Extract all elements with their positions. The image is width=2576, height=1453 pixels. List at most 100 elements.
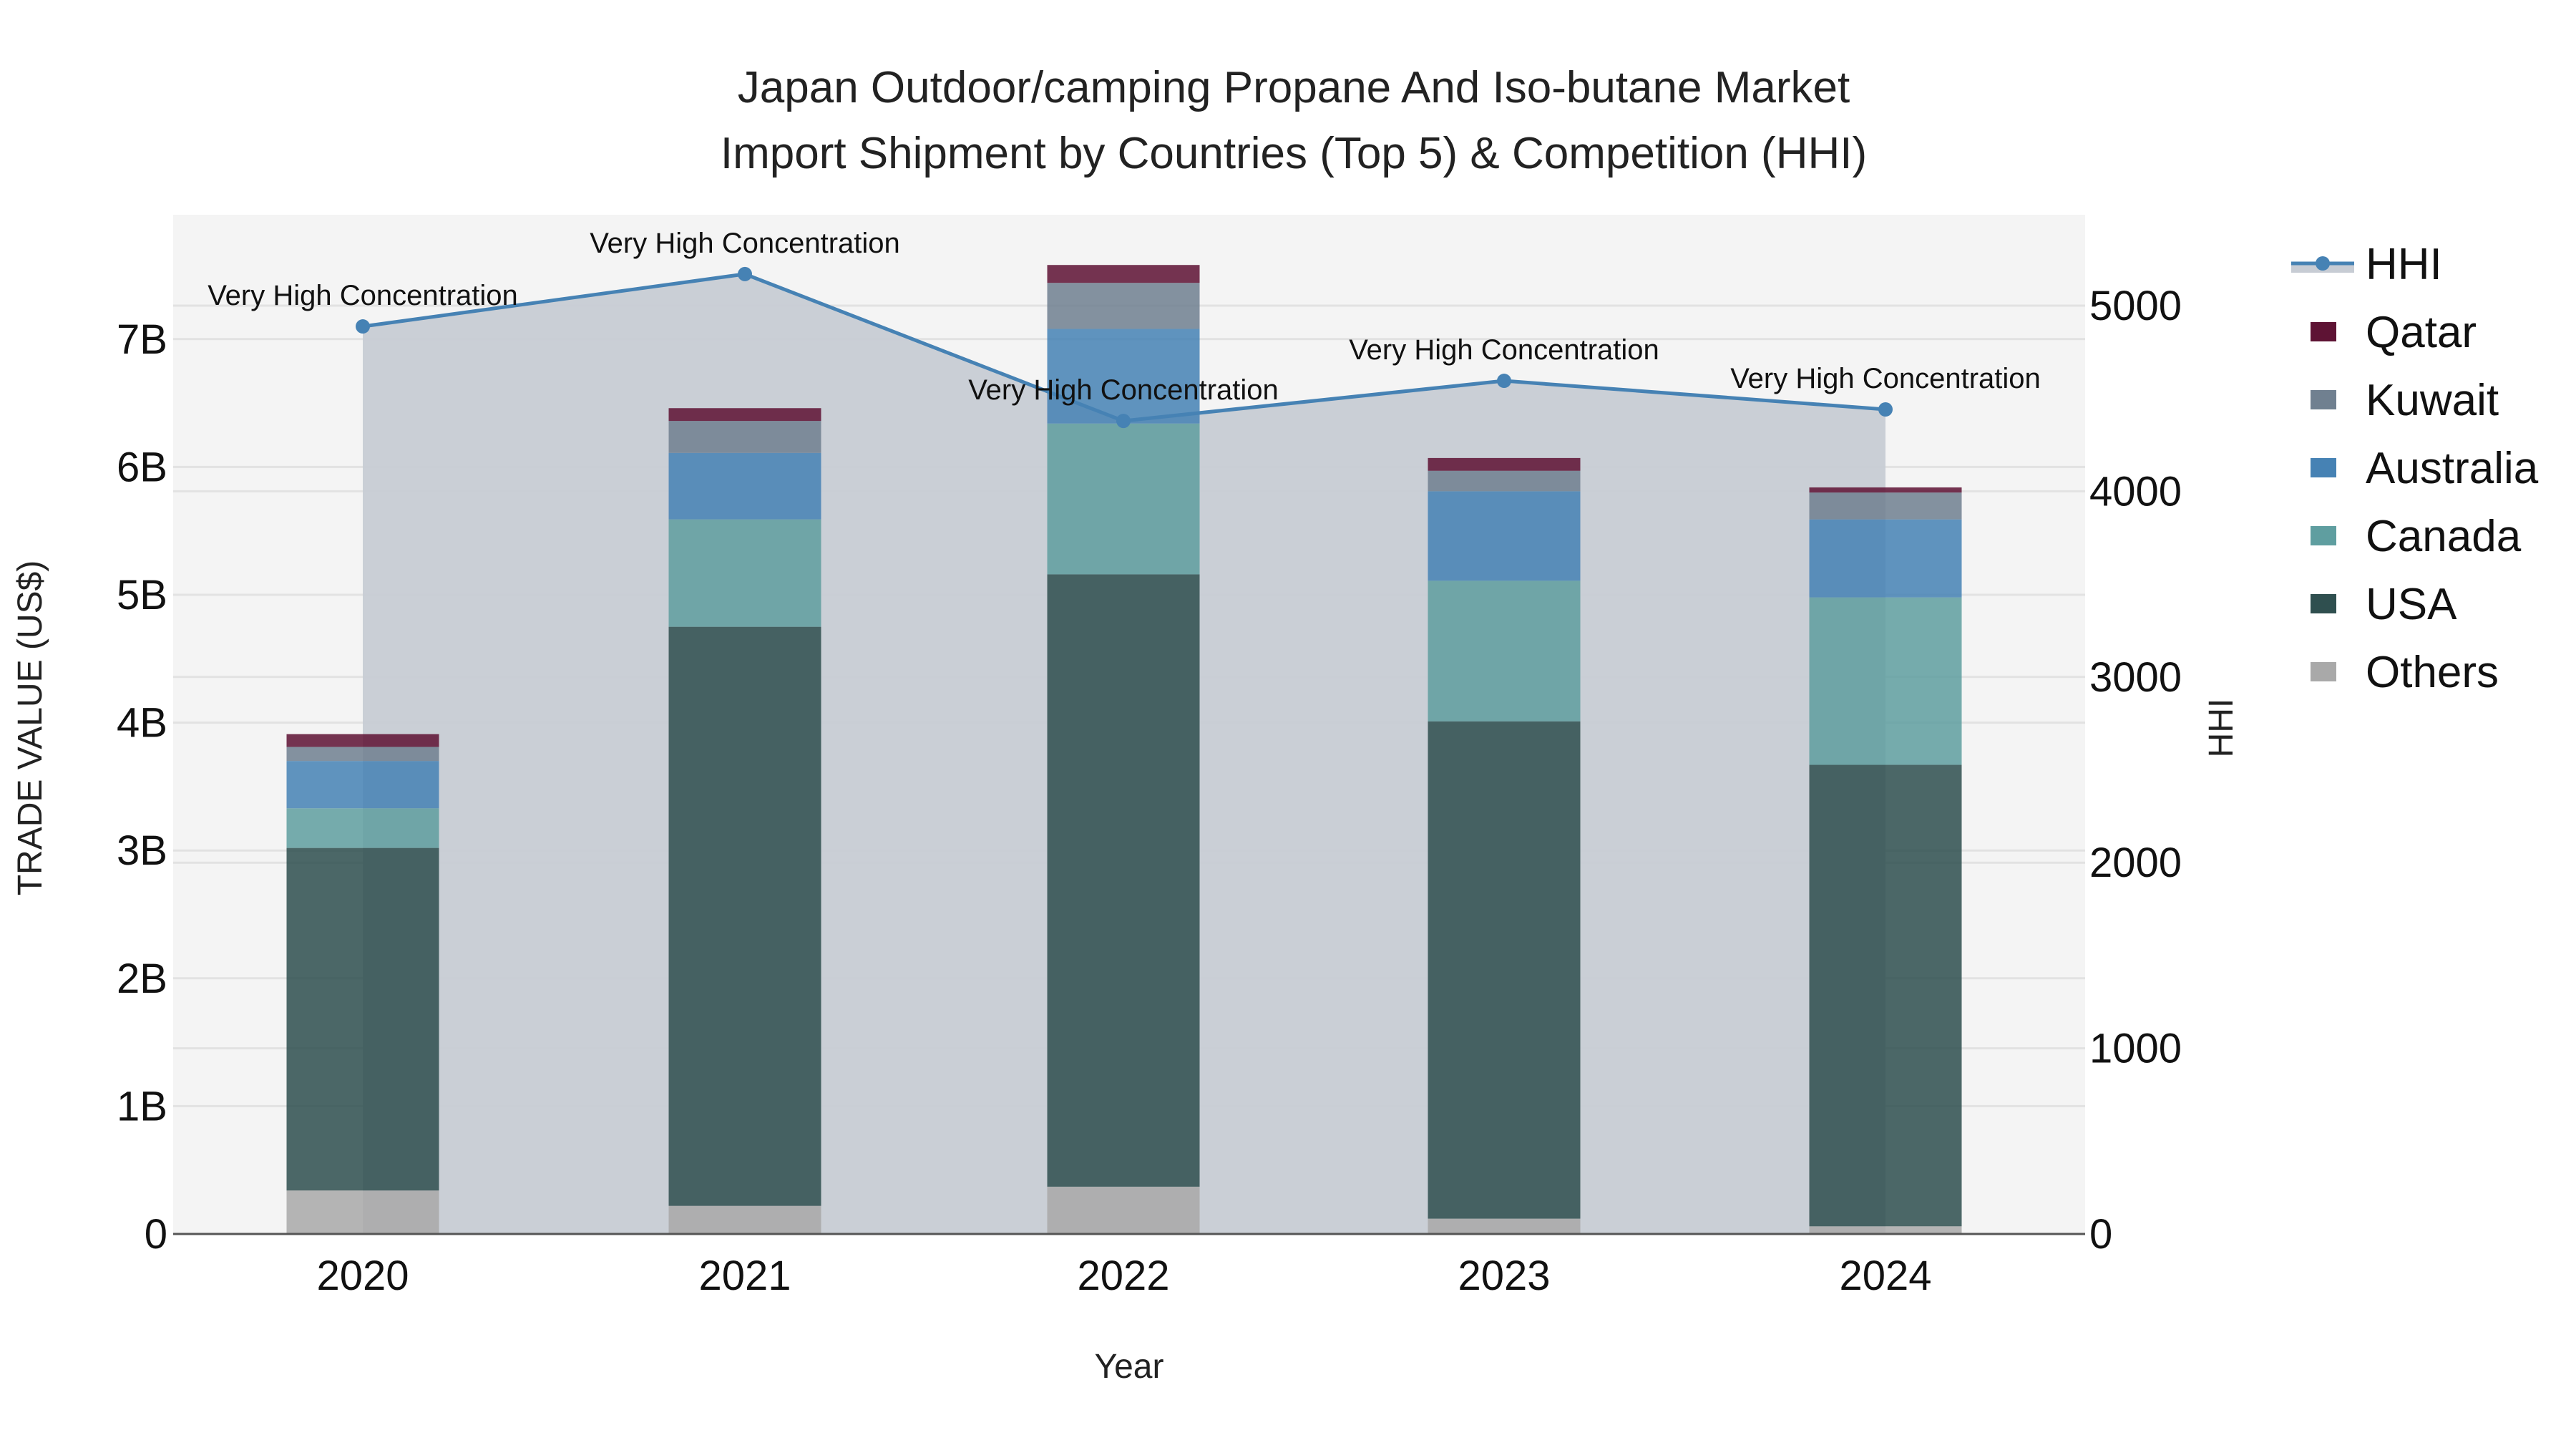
- x-tick-label: 2021: [698, 1253, 791, 1299]
- legend-label: USA: [2366, 580, 2457, 629]
- legend-swatch-icon: [2311, 390, 2336, 409]
- x-tick-label: 2023: [1458, 1253, 1550, 1299]
- bar-segment-qatar[interactable]: [668, 408, 821, 422]
- bar-segment-others[interactable]: [1809, 1226, 1962, 1234]
- bar-segment-australia[interactable]: [1047, 329, 1200, 424]
- y2-axis-label: HHI: [2202, 699, 2240, 758]
- bar-segment-usa[interactable]: [668, 626, 821, 1206]
- bar-segment-australia[interactable]: [1809, 519, 1962, 598]
- legend-item-hhi[interactable]: HHI: [2291, 240, 2442, 289]
- bar-segment-kuwait[interactable]: [286, 747, 439, 762]
- hhi-marker[interactable]: [1497, 374, 1511, 389]
- y2-tick-label: 5000: [2089, 283, 2182, 329]
- bar-segment-kuwait[interactable]: [668, 421, 821, 453]
- bar-segment-qatar[interactable]: [286, 734, 439, 747]
- legend-label: Qatar: [2366, 308, 2477, 357]
- y-axis-ticks: 0 1B 2B 3B 4B 5B 6B 7B: [117, 316, 167, 1258]
- bar-segment-others[interactable]: [1047, 1186, 1200, 1234]
- stacked-bars: [286, 265, 1962, 1234]
- x-axis-ticks: 2020 2021 2022 2023 2024: [316, 1253, 1931, 1299]
- x-tick-label: 2022: [1077, 1253, 1169, 1299]
- bar-segment-qatar[interactable]: [1809, 487, 1962, 493]
- hhi-annotation: Very High Concentration: [1349, 334, 1659, 366]
- y2-axis-ticks: 0 1000 2000 3000 4000 5000: [2089, 283, 2182, 1258]
- y-tick-label: 4B: [117, 700, 167, 747]
- bar-stack-2020: [286, 734, 439, 1234]
- hhi-markers: [356, 266, 1893, 429]
- bar-segment-usa[interactable]: [1428, 721, 1581, 1219]
- hhi-marker[interactable]: [1878, 402, 1893, 417]
- legend: HHI Qatar Kuwait Australia Canada USA Others: [2291, 240, 2539, 697]
- hhi-annotation: Very High Concentration: [208, 280, 518, 311]
- legend-swatch-icon: [2311, 662, 2336, 681]
- bar-stack-2024: [1809, 487, 1962, 1234]
- bar-segment-others[interactable]: [668, 1205, 821, 1234]
- y-tick-label: 5B: [117, 572, 167, 618]
- y-tick-label: 0: [145, 1211, 167, 1258]
- legend-swatch-icon: [2311, 322, 2336, 341]
- x-axis-label: Year: [1095, 1348, 1164, 1386]
- x-tick-label: 2024: [1839, 1253, 1931, 1299]
- chart-title: Japan Outdoor/camping Propane And Iso-bu…: [738, 63, 1850, 112]
- bar-segment-usa[interactable]: [1047, 574, 1200, 1187]
- legend-swatch-icon: [2311, 458, 2336, 477]
- y-tick-label: 2B: [117, 956, 167, 1002]
- y2-tick-label: 2000: [2089, 840, 2182, 886]
- y2-tick-label: 3000: [2089, 654, 2182, 701]
- bar-stack-2021: [668, 408, 821, 1234]
- bar-segment-canada[interactable]: [286, 808, 439, 848]
- y2-tick-label: 4000: [2089, 468, 2182, 515]
- x-tick-label: 2020: [316, 1253, 409, 1299]
- legend-label: Australia: [2366, 444, 2539, 493]
- legend-item-others[interactable]: Others: [2311, 648, 2499, 697]
- y-axis-label: TRADE VALUE (US$): [11, 560, 49, 896]
- bar-segment-qatar[interactable]: [1428, 457, 1581, 471]
- y2-tick-label: 0: [2089, 1211, 2112, 1258]
- bar-segment-australia[interactable]: [668, 452, 821, 520]
- y-tick-label: 6B: [117, 444, 167, 490]
- bar-segment-australia[interactable]: [1428, 491, 1581, 581]
- bar-segment-australia[interactable]: [286, 761, 439, 809]
- hhi-marker[interactable]: [356, 319, 370, 334]
- y-tick-label: 1B: [117, 1083, 167, 1129]
- y2-tick-label: 1000: [2089, 1026, 2182, 1072]
- hhi-annotation: Very High Concentration: [968, 374, 1279, 406]
- legend-swatch-icon: [2311, 526, 2336, 545]
- y-tick-label: 7B: [117, 316, 167, 363]
- bar-segment-kuwait[interactable]: [1047, 283, 1200, 329]
- hhi-legend-marker-icon: [2316, 256, 2330, 271]
- legend-item-canada[interactable]: Canada: [2311, 512, 2522, 561]
- hhi-annotation: Very High Concentration: [1730, 363, 2041, 394]
- bar-segment-others[interactable]: [1428, 1218, 1581, 1234]
- legend-item-qatar[interactable]: Qatar: [2311, 308, 2477, 357]
- bar-stack-2023: [1428, 457, 1581, 1234]
- legend-swatch-icon: [2311, 594, 2336, 613]
- legend-label: Canada: [2366, 512, 2522, 561]
- hhi-annotations: Very High Concentration Very High Concent…: [208, 228, 2041, 406]
- legend-label: HHI: [2366, 240, 2442, 289]
- bar-segment-kuwait[interactable]: [1428, 470, 1581, 492]
- bar-segment-qatar[interactable]: [1047, 265, 1200, 283]
- legend-label: Others: [2366, 648, 2499, 697]
- bar-segment-canada[interactable]: [668, 519, 821, 627]
- bar-stack-2022: [1047, 265, 1200, 1234]
- hhi-marker[interactable]: [1116, 414, 1131, 429]
- legend-item-usa[interactable]: USA: [2311, 580, 2457, 629]
- bar-segment-usa[interactable]: [286, 847, 439, 1191]
- legend-label: Kuwait: [2366, 376, 2499, 425]
- hhi-marker[interactable]: [738, 266, 752, 281]
- bar-segment-kuwait[interactable]: [1809, 492, 1962, 520]
- bar-segment-others[interactable]: [286, 1190, 439, 1234]
- legend-item-australia[interactable]: Australia: [2311, 444, 2539, 493]
- bar-segment-canada[interactable]: [1809, 597, 1962, 765]
- bar-segment-canada[interactable]: [1428, 580, 1581, 721]
- chart-subtitle: Import Shipment by Countries (Top 5) & C…: [721, 129, 1867, 178]
- y-tick-label: 3B: [117, 827, 167, 874]
- chart-title-group: Japan Outdoor/camping Propane And Iso-bu…: [721, 63, 1867, 178]
- bar-segment-usa[interactable]: [1809, 764, 1962, 1227]
- bar-segment-canada[interactable]: [1047, 423, 1200, 575]
- legend-item-kuwait[interactable]: Kuwait: [2311, 376, 2499, 425]
- hhi-annotation: Very High Concentration: [590, 228, 900, 259]
